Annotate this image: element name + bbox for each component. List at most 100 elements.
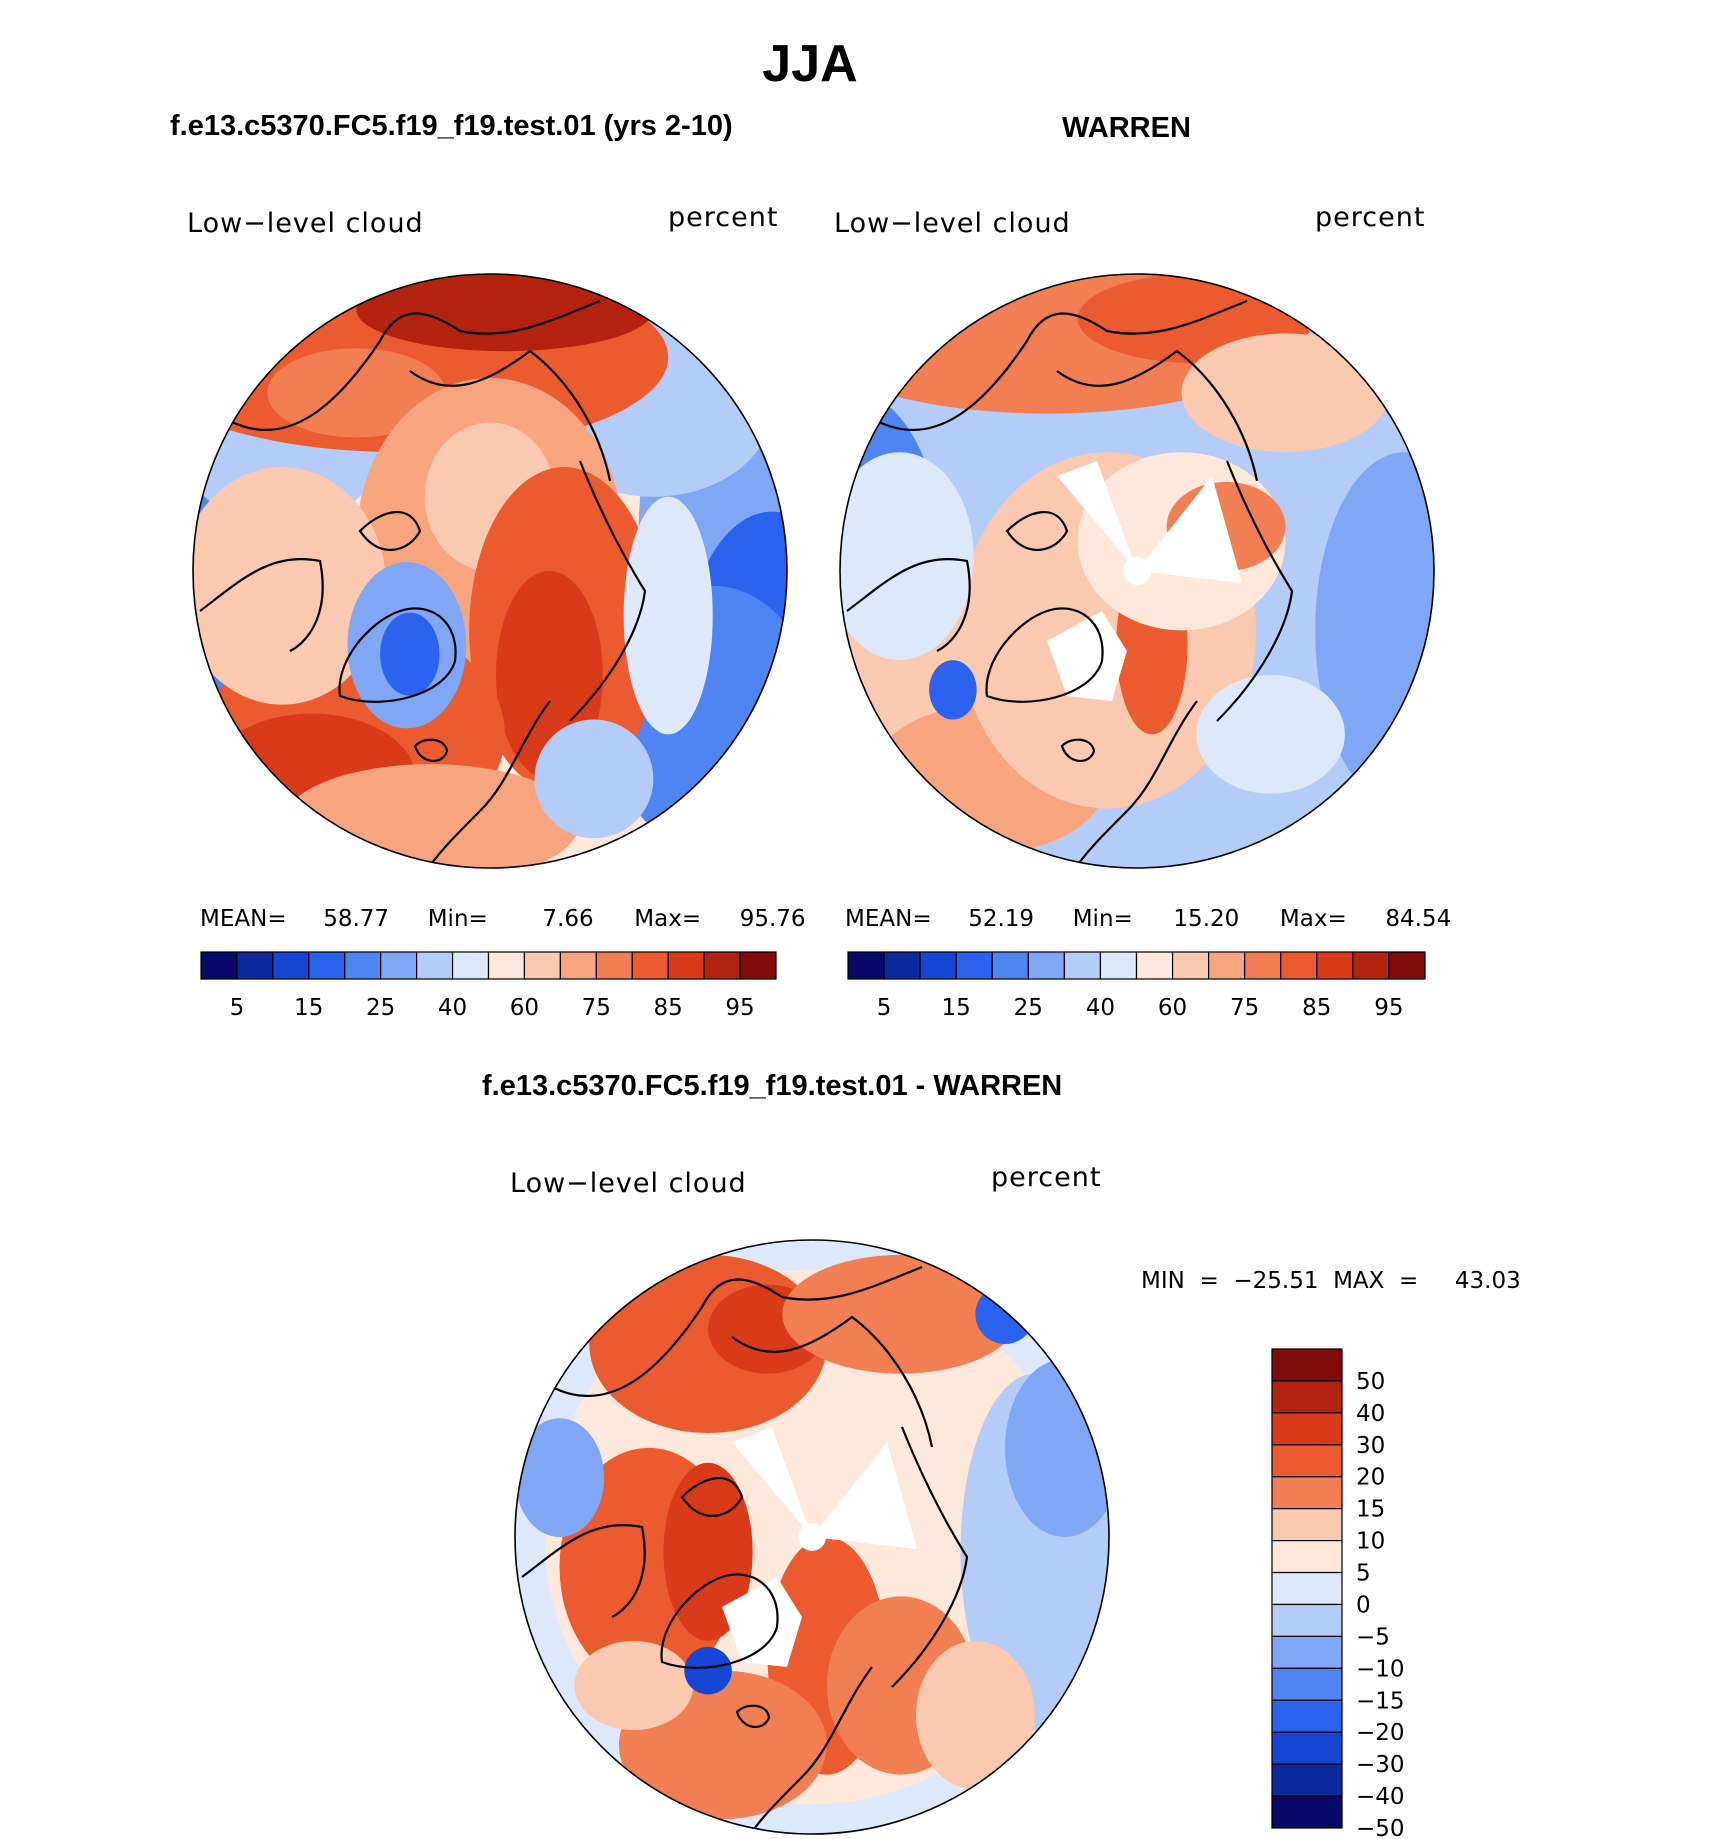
diff-colorbar-tick-label: 30 <box>1356 1433 1385 1459</box>
diff-map-border <box>514 1239 1110 1835</box>
obs-colorbar-segment <box>991 951 1029 980</box>
obs-colorbar-tick-label: 40 <box>1086 995 1115 1021</box>
obs-colorbar-segment <box>1280 951 1318 980</box>
diff-colorbar-tick-label: 40 <box>1356 1401 1385 1427</box>
model-colorbar-segment <box>559 951 597 980</box>
obs-colorbar-segment <box>1244 951 1282 980</box>
model-colorbar-segment <box>451 951 490 980</box>
diff-colorbar-segment <box>1271 1667 1343 1701</box>
diff-colorbar-segment <box>1271 1508 1343 1542</box>
obs-colorbar-tick-label: 5 <box>877 995 892 1021</box>
obs-colorbar-segment <box>1352 951 1390 980</box>
model-map <box>192 273 788 869</box>
diff-missing-data-region <box>812 1442 917 1549</box>
diff-colorbar-segment <box>1271 1699 1343 1733</box>
model-colorbar-segment <box>344 951 382 980</box>
obs-field-region <box>840 452 974 661</box>
diff-variable-label: Low−level cloud <box>510 1168 747 1199</box>
model-map-border <box>192 273 788 869</box>
obs-max-value: 84.54 <box>1385 906 1452 932</box>
obs-colorbar-segment <box>919 951 957 980</box>
diff-colorbar-segment <box>1271 1603 1343 1638</box>
obs-min-label: Min= <box>1072 906 1133 932</box>
model-mean-label: MEAN= <box>200 906 287 932</box>
diff-units-label: percent <box>991 1162 1102 1193</box>
obs-colorbar: 5 15 25 40 60 75 85 95 <box>847 951 1426 1021</box>
obs-coastline <box>985 607 1104 703</box>
model-coastline <box>338 607 457 703</box>
obs-map-border <box>839 273 1435 869</box>
model-min-label: Min= <box>427 906 488 932</box>
model-variable-label: Low−level cloud <box>187 208 424 239</box>
diff-colorbar-tick-label: −30 <box>1356 1752 1405 1778</box>
diff-colorbar-tick-label: −15 <box>1356 1688 1405 1714</box>
diff-colorbar-tick-label: −5 <box>1356 1624 1390 1650</box>
model-colorbar-tick-label: 25 <box>366 995 395 1021</box>
obs-colorbar-tick-label: 85 <box>1302 995 1331 1021</box>
model-field-region <box>193 467 387 705</box>
diff-coastline <box>521 1524 646 1618</box>
diff-colorbar-tick-label: 10 <box>1356 1529 1385 1555</box>
diff-field-region <box>782 1254 1020 1374</box>
model-colorbar-segment <box>380 951 418 980</box>
obs-variable-label: Low−level cloud <box>834 208 1071 239</box>
diff-coastline <box>731 1315 934 1448</box>
obs-coastline <box>1005 511 1069 551</box>
model-colorbar-tick-label: 75 <box>582 995 611 1021</box>
diff-colorbar-tick-label: −20 <box>1356 1720 1405 1746</box>
obs-field-region <box>1181 333 1390 453</box>
obs-colorbar-tick-label: 75 <box>1230 995 1259 1021</box>
obs-mean-label: MEAN= <box>845 906 932 932</box>
obs-coastline <box>876 299 1248 432</box>
model-colorbar-segment <box>523 951 561 980</box>
model-panel-title: f.e13.c5370.FC5.f19_f19.test.01 (yrs 2-1… <box>170 110 733 142</box>
obs-colorbar-segment <box>1208 951 1246 980</box>
diff-colorbar-tick-label: 50 <box>1356 1369 1385 1395</box>
diff-panel-title: f.e13.c5370.FC5.f19_f19.test.01 - WARREN <box>482 1070 1063 1102</box>
obs-coastline <box>846 558 971 652</box>
diff-field-region <box>663 1462 753 1641</box>
diff-colorbar-segment <box>1271 1539 1343 1574</box>
obs-max-label: Max= <box>1279 906 1347 932</box>
diff-colorbar-segment <box>1271 1763 1343 1797</box>
diff-field-region <box>975 1284 1035 1344</box>
model-colorbar-tick-label: 5 <box>230 995 245 1021</box>
model-coastline <box>429 700 551 867</box>
diff-colorbar-segment <box>1271 1412 1343 1446</box>
diff-map <box>514 1239 1110 1835</box>
obs-colorbar-segment <box>1027 951 1065 980</box>
model-colorbar-segment <box>739 951 777 980</box>
obs-pole-hole <box>1123 557 1151 585</box>
diff-colorbar-segment <box>1271 1635 1343 1669</box>
model-max-value: 95.76 <box>739 906 806 932</box>
model-colorbar-tick-label: 60 <box>510 995 539 1021</box>
model-mean-value: 58.77 <box>323 906 390 932</box>
diff-colorbar-tick-label: −40 <box>1356 1784 1405 1810</box>
diff-colorbar-segment <box>1271 1795 1343 1829</box>
model-field-region <box>534 719 654 839</box>
obs-colorbar-segment <box>1171 951 1210 980</box>
model-colorbar-segment <box>631 951 669 980</box>
diff-colorbar-tick-label: −50 <box>1356 1816 1405 1839</box>
obs-colorbar-segment <box>1099 951 1138 980</box>
obs-colorbar-tick-label: 15 <box>942 995 971 1021</box>
obs-missing-data-region <box>1057 461 1137 571</box>
diff-coastline <box>660 1573 779 1669</box>
model-colorbar-segment <box>703 951 741 980</box>
diff-missing-data-region <box>732 1427 812 1537</box>
model-colorbar-segment <box>595 951 633 980</box>
obs-field-region <box>929 660 977 720</box>
model-coastline <box>199 558 324 652</box>
diff-field-region <box>1005 1358 1109 1538</box>
obs-colorbar-segment <box>955 951 993 980</box>
diff-colorbar-segment <box>1271 1380 1343 1414</box>
model-colorbar-segment <box>236 951 274 980</box>
obs-min-value: 15.20 <box>1173 906 1240 932</box>
obs-coastline <box>1056 349 1259 482</box>
obs-colorbar-segment <box>1316 951 1354 980</box>
model-colorbar: 5 15 25 40 60 75 85 95 <box>200 951 777 1021</box>
diff-colorbar-segment <box>1271 1731 1343 1765</box>
model-coastline <box>413 738 449 762</box>
diff-coastline <box>751 1666 873 1833</box>
